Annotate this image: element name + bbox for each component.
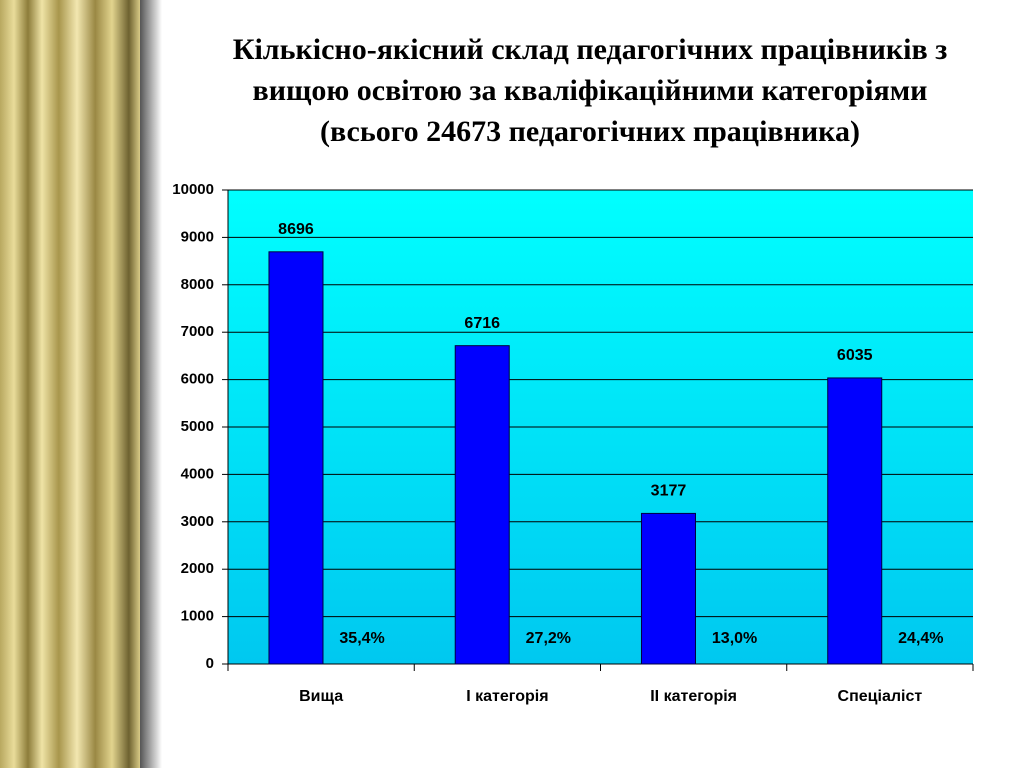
x-tick-label: І категорія xyxy=(466,688,548,705)
y-tick-label: 9000 xyxy=(181,228,214,245)
bar xyxy=(640,512,696,665)
y-tick-label: 0 xyxy=(206,655,214,672)
decor-border xyxy=(0,0,140,768)
y-tick-label: 4000 xyxy=(181,465,214,482)
data-label: 8696 xyxy=(278,221,314,238)
y-tick-label: 1000 xyxy=(181,608,214,625)
y-tick-label: 5000 xyxy=(181,418,214,435)
data-label: 3177 xyxy=(651,483,687,500)
bar xyxy=(268,251,324,665)
x-tick-label: ІІ категорія xyxy=(650,688,737,705)
y-tick-label: 10000 xyxy=(172,181,214,198)
data-label: 6035 xyxy=(837,347,873,364)
y-tick-label: 7000 xyxy=(181,323,214,340)
y-tick-label: 6000 xyxy=(181,371,214,388)
chart-title: Кількісно-якісний склад педагогічних пра… xyxy=(233,33,948,66)
bar xyxy=(827,377,883,665)
x-tick-label: Спеціаліст xyxy=(838,688,923,705)
y-tick-label: 2000 xyxy=(181,560,214,577)
decor-shadow xyxy=(140,0,162,768)
annotation: 24,4% xyxy=(898,630,943,647)
chart-title: (всього 24673 педагогічних працівника) xyxy=(320,115,860,148)
chart-title: вищою освітою за кваліфікаційними катего… xyxy=(253,74,928,107)
y-tick-label: 3000 xyxy=(181,513,214,530)
annotation: 35,4% xyxy=(339,630,384,647)
x-tick-label: Вища xyxy=(299,688,343,705)
annotation: 27,2% xyxy=(526,630,571,647)
bar xyxy=(454,345,510,665)
annotation: 13,0% xyxy=(712,630,757,647)
y-tick-label: 8000 xyxy=(181,276,214,293)
data-label: 6716 xyxy=(464,315,500,332)
